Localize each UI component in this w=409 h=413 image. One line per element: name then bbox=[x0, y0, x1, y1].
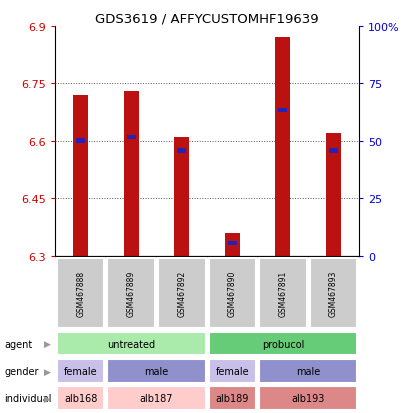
Bar bbox=[107, 359, 205, 383]
Bar bbox=[174, 138, 189, 256]
Text: individual: individual bbox=[4, 393, 52, 404]
Bar bbox=[309, 258, 356, 328]
Text: ▶: ▶ bbox=[44, 394, 50, 403]
Bar bbox=[57, 387, 104, 410]
Text: male: male bbox=[295, 366, 319, 376]
Text: ▶: ▶ bbox=[44, 367, 50, 375]
Bar bbox=[258, 359, 356, 383]
Bar bbox=[258, 387, 356, 410]
Bar bbox=[224, 233, 239, 256]
Text: alb189: alb189 bbox=[215, 393, 248, 404]
Bar bbox=[107, 258, 155, 328]
Text: alb187: alb187 bbox=[139, 393, 173, 404]
Bar bbox=[208, 258, 256, 328]
Bar bbox=[208, 387, 256, 410]
Bar bbox=[325, 134, 340, 256]
Bar bbox=[157, 258, 205, 328]
Text: alb168: alb168 bbox=[64, 393, 97, 404]
Bar bbox=[57, 332, 205, 356]
Text: female: female bbox=[64, 366, 97, 376]
Text: untreated: untreated bbox=[107, 339, 155, 349]
Text: female: female bbox=[215, 366, 249, 376]
Bar bbox=[124, 92, 138, 256]
Bar bbox=[126, 135, 135, 140]
Bar bbox=[73, 95, 88, 256]
Text: alb193: alb193 bbox=[291, 393, 324, 404]
Bar bbox=[57, 258, 104, 328]
Bar bbox=[57, 359, 104, 383]
Bar bbox=[278, 109, 287, 113]
Bar bbox=[177, 149, 186, 153]
Bar bbox=[107, 387, 205, 410]
Text: GSM467891: GSM467891 bbox=[278, 270, 287, 316]
Text: gender: gender bbox=[4, 366, 38, 376]
Bar bbox=[208, 359, 256, 383]
Bar bbox=[76, 139, 85, 144]
Title: GDS3619 / AFFYCUSTOMHF19639: GDS3619 / AFFYCUSTOMHF19639 bbox=[95, 13, 318, 26]
Text: GSM467888: GSM467888 bbox=[76, 270, 85, 316]
Bar bbox=[258, 258, 306, 328]
Bar bbox=[208, 332, 356, 356]
Text: GSM467890: GSM467890 bbox=[227, 270, 236, 316]
Text: ▶: ▶ bbox=[44, 339, 50, 348]
Text: GSM467893: GSM467893 bbox=[328, 270, 337, 316]
Bar bbox=[227, 241, 236, 246]
Text: GSM467889: GSM467889 bbox=[126, 270, 135, 316]
Text: GSM467892: GSM467892 bbox=[177, 270, 186, 316]
Bar bbox=[328, 149, 337, 153]
Text: agent: agent bbox=[4, 339, 32, 349]
Text: probucol: probucol bbox=[261, 339, 303, 349]
Text: male: male bbox=[144, 366, 168, 376]
Bar bbox=[275, 38, 290, 256]
